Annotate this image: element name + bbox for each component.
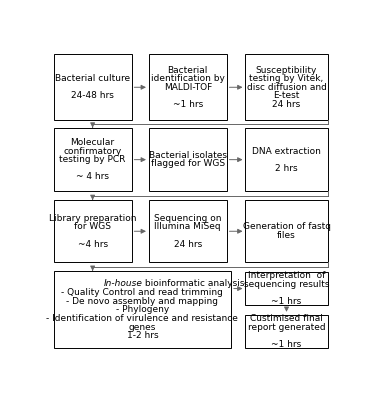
Text: disc diffusion and: disc diffusion and xyxy=(247,83,327,92)
Text: 24 hrs: 24 hrs xyxy=(174,240,202,249)
Text: Custimised final: Custimised final xyxy=(250,314,323,323)
Text: Bacterial: Bacterial xyxy=(167,66,208,74)
FancyBboxPatch shape xyxy=(246,128,328,191)
FancyBboxPatch shape xyxy=(54,128,132,191)
Text: Molecular: Molecular xyxy=(71,138,115,147)
Text: Susceptibility: Susceptibility xyxy=(256,66,317,74)
Text: ~1 hrs: ~1 hrs xyxy=(272,340,302,349)
FancyBboxPatch shape xyxy=(54,271,231,348)
FancyBboxPatch shape xyxy=(54,54,132,120)
FancyBboxPatch shape xyxy=(246,272,328,305)
Text: Library preparation: Library preparation xyxy=(49,214,137,223)
Text: files: files xyxy=(277,231,296,240)
Text: 1-2 hrs: 1-2 hrs xyxy=(126,331,158,340)
Text: Bacterial culture: Bacterial culture xyxy=(55,74,130,83)
Text: - Quality Control and read trimming: - Quality Control and read trimming xyxy=(61,288,223,297)
Text: - Identification of virulence and resistance: - Identification of virulence and resist… xyxy=(46,314,238,323)
FancyBboxPatch shape xyxy=(149,54,227,120)
Text: - Phylogeny: - Phylogeny xyxy=(116,305,169,314)
Text: Interpretation  of: Interpretation of xyxy=(248,271,325,280)
Text: DNA extraction: DNA extraction xyxy=(252,146,321,156)
Text: ~1 hrs: ~1 hrs xyxy=(173,100,203,109)
Text: Illumina MiSeq: Illumina MiSeq xyxy=(154,222,221,232)
Text: report generated: report generated xyxy=(248,323,326,332)
Text: genes: genes xyxy=(129,322,156,332)
FancyBboxPatch shape xyxy=(246,315,328,348)
Text: sequencing results: sequencing results xyxy=(244,280,329,289)
Text: In-house: In-house xyxy=(103,280,142,288)
Text: 2 hrs: 2 hrs xyxy=(275,164,298,173)
Text: MALDI-TOF: MALDI-TOF xyxy=(164,83,212,92)
Text: confirmatory: confirmatory xyxy=(64,146,122,156)
Text: E-test: E-test xyxy=(273,91,300,100)
FancyBboxPatch shape xyxy=(246,54,328,120)
Text: ~1 hrs: ~1 hrs xyxy=(272,297,302,306)
Text: testing by PCR: testing by PCR xyxy=(60,155,126,164)
FancyBboxPatch shape xyxy=(149,200,227,262)
FancyBboxPatch shape xyxy=(246,200,328,262)
FancyBboxPatch shape xyxy=(149,128,227,191)
Text: - De novo assembly and mapping: - De novo assembly and mapping xyxy=(66,297,218,306)
Text: Generation of fastq: Generation of fastq xyxy=(243,222,330,232)
Text: ~4 hrs: ~4 hrs xyxy=(78,240,108,249)
FancyBboxPatch shape xyxy=(54,200,132,262)
Text: flagged for WGS: flagged for WGS xyxy=(151,160,225,168)
Text: identification by: identification by xyxy=(151,74,225,83)
Text: 24 hrs: 24 hrs xyxy=(272,100,301,109)
Text: testing by Vitek,: testing by Vitek, xyxy=(249,74,324,83)
Text: ~ 4 hrs: ~ 4 hrs xyxy=(76,172,109,181)
Text: 24-48 hrs: 24-48 hrs xyxy=(71,91,114,100)
Text: bioinformatic analysis: bioinformatic analysis xyxy=(142,280,245,288)
Text: Sequencing on: Sequencing on xyxy=(154,214,221,223)
Text: for WGS: for WGS xyxy=(74,222,111,232)
Text: Bacterial isolates: Bacterial isolates xyxy=(149,151,227,160)
